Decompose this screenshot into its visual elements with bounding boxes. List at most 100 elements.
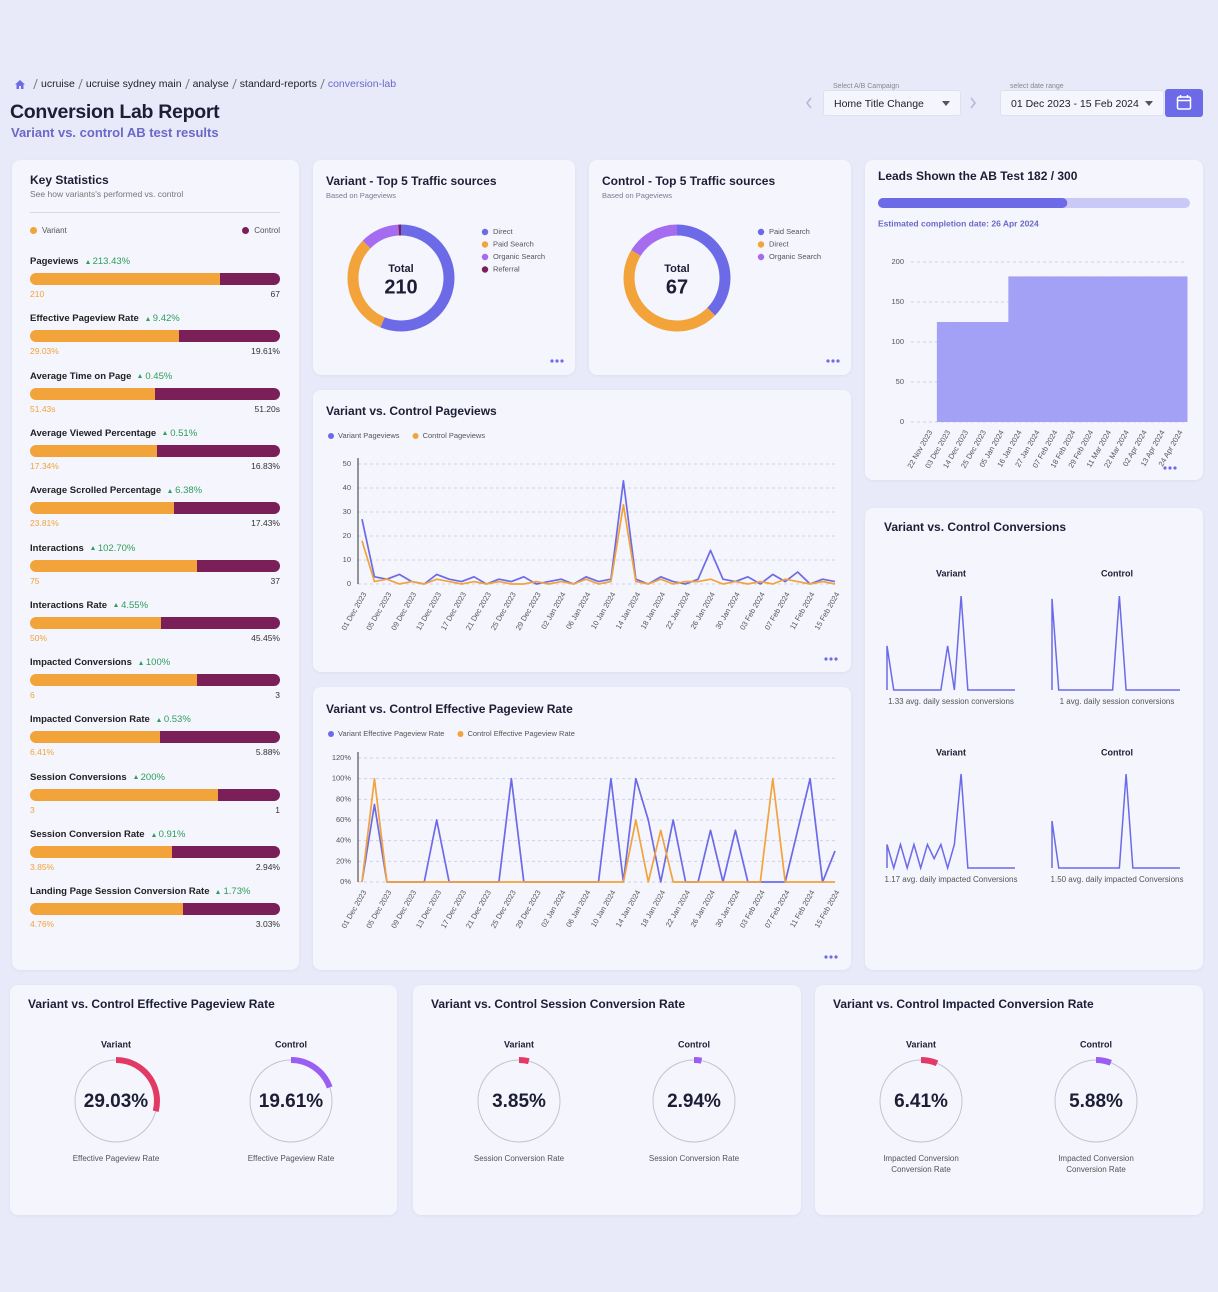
calendar-button[interactable] — [1165, 89, 1203, 117]
breadcrumb: ucruise ucruise sydney main analyse standar… — [30, 78, 396, 90]
x-tick-label: 05 Dec 2023 — [364, 888, 393, 929]
breadcrumb-item[interactable]: standard-reports — [239, 78, 317, 90]
total-label: Total — [388, 263, 413, 275]
stat-change: 1.73% — [223, 886, 251, 898]
gauge-arc — [475, 1057, 563, 1145]
series-line — [361, 777, 835, 883]
donut-segment — [347, 224, 455, 332]
area-step — [1044, 276, 1063, 422]
area-step — [990, 322, 1009, 422]
page-subtitle: Variant vs. control AB test results — [11, 125, 219, 140]
variant-bar — [30, 674, 197, 687]
more-icon — [829, 657, 833, 661]
series-line — [361, 777, 836, 883]
legend-dot — [757, 228, 765, 236]
total-value: 67 — [666, 276, 688, 298]
prev-button[interactable] — [804, 96, 814, 110]
control-value: 3 — [275, 690, 280, 701]
area-step — [1008, 276, 1027, 422]
campaign-select[interactable]: Home Title Change — [823, 90, 961, 116]
stat-name: Interactions Rate — [30, 599, 108, 611]
sparkline — [886, 595, 1015, 691]
up-arrow — [90, 546, 95, 550]
gauge-caption: Session Conversion Rate — [473, 1154, 565, 1163]
date-select[interactable]: 01 Dec 2023 - 15 Feb 2024 — [1000, 90, 1164, 116]
legend-label: Direct — [769, 239, 790, 248]
up-arrow — [138, 374, 143, 379]
control-value: 16.83% — [251, 460, 280, 471]
x-tick-label: 11 Feb 2024 — [788, 590, 817, 630]
stat-change: 0.51% — [170, 427, 198, 439]
x-tick-label: 01 Dec 2023 — [339, 590, 368, 631]
x-tick-label: 25 Dec 2023 — [489, 590, 518, 631]
variant-value: 4.76% — [30, 919, 55, 930]
y-tick-label: 0 — [347, 579, 351, 588]
legend-label: Control Pageviews — [423, 431, 486, 440]
stat-name: Average Time on Page — [30, 370, 132, 382]
variant-bar — [30, 273, 220, 285]
up-arrow — [151, 832, 156, 837]
line-chart: Variant vs. Control Effective Pageview R… — [326, 702, 841, 959]
y-tick-label: 200 — [891, 257, 904, 266]
gauge-caption: Impacted Conversion Conversion Rate — [1058, 1154, 1134, 1174]
gauge-value: 29.03% — [84, 1091, 149, 1112]
y-tick-label: 50 — [896, 377, 904, 386]
variant-value: 6 — [30, 690, 35, 701]
series-line — [361, 503, 836, 585]
panel-caption: 1.50 avg. daily impacted Conversions — [1050, 875, 1184, 884]
traffic-card: Variant - Top 5 Traffic sources Based on … — [313, 160, 575, 375]
x-tick-label: 17 Dec 2023 — [439, 590, 468, 631]
donut-segment — [623, 224, 731, 332]
y-tick-label: 50 — [343, 459, 351, 468]
next-button[interactable] — [968, 96, 978, 110]
breadcrumb-item[interactable]: analyse — [192, 78, 229, 90]
breadcrumb-item[interactable]: ucruise — [41, 78, 75, 90]
area-step — [1097, 276, 1117, 422]
legend-dot — [757, 241, 765, 248]
control-bar — [179, 330, 280, 343]
stat-change: 100% — [145, 657, 171, 669]
variant-value: 17.34% — [30, 460, 59, 471]
variant-value: 210 — [30, 289, 45, 299]
home-icon[interactable] — [14, 79, 26, 90]
stat-change: 102.70% — [97, 542, 136, 554]
line-card: Variant vs. Control Effective Pageview R… — [313, 687, 851, 970]
area-step — [1133, 276, 1152, 422]
variant-bar — [30, 846, 172, 858]
x-tick-label: 13 Dec 2023 — [414, 590, 443, 631]
x-tick-label: 03 Feb 2024 — [738, 888, 767, 929]
x-tick-label: 30 Jan 2024 — [713, 888, 741, 928]
y-tick-label: 100 — [891, 337, 904, 346]
x-tick-label: 18 Jan 2024 — [639, 590, 667, 630]
control-bar — [197, 559, 280, 572]
area-step — [936, 322, 956, 422]
stat-header: Pageviews 213.43% — [30, 256, 130, 267]
x-tick-label: 29 Dec 2023 — [514, 590, 543, 631]
area-step — [1079, 276, 1099, 422]
legend-dot — [328, 433, 334, 439]
gauge-name: Control — [275, 1039, 307, 1049]
x-tick-label: 25 Dec 2023 — [489, 888, 518, 929]
legend-dot — [757, 253, 765, 261]
area-step — [1169, 276, 1188, 422]
stat-header: Session Conversion Rate 0.91% — [30, 829, 186, 840]
variant-value: 3 — [30, 804, 35, 815]
leads-chart: Leads Shown the AB Test 182 / 300 Estima… — [878, 169, 1190, 470]
control-bar — [155, 387, 280, 400]
card-title: Variant vs. Control Effective Pageview R… — [28, 997, 275, 1011]
variant-bar — [30, 559, 198, 572]
separator — [184, 79, 190, 89]
divider — [30, 212, 280, 213]
x-tick-label: 26 Jan 2024 — [689, 888, 717, 928]
card-title: Leads Shown the AB Test 182 / 300 — [878, 169, 1078, 183]
stat-header: Average Time on Page 0.45% — [30, 371, 172, 382]
y-tick-label: 30 — [343, 507, 351, 516]
more-icon — [836, 359, 840, 363]
control-bar — [174, 502, 280, 515]
separator — [231, 79, 237, 89]
breadcrumb-item[interactable]: ucruise sydney main — [85, 78, 182, 90]
stat-bar — [30, 387, 280, 400]
x-tick-label: 29 Dec 2023 — [514, 888, 543, 929]
total-value: 210 — [384, 276, 417, 298]
